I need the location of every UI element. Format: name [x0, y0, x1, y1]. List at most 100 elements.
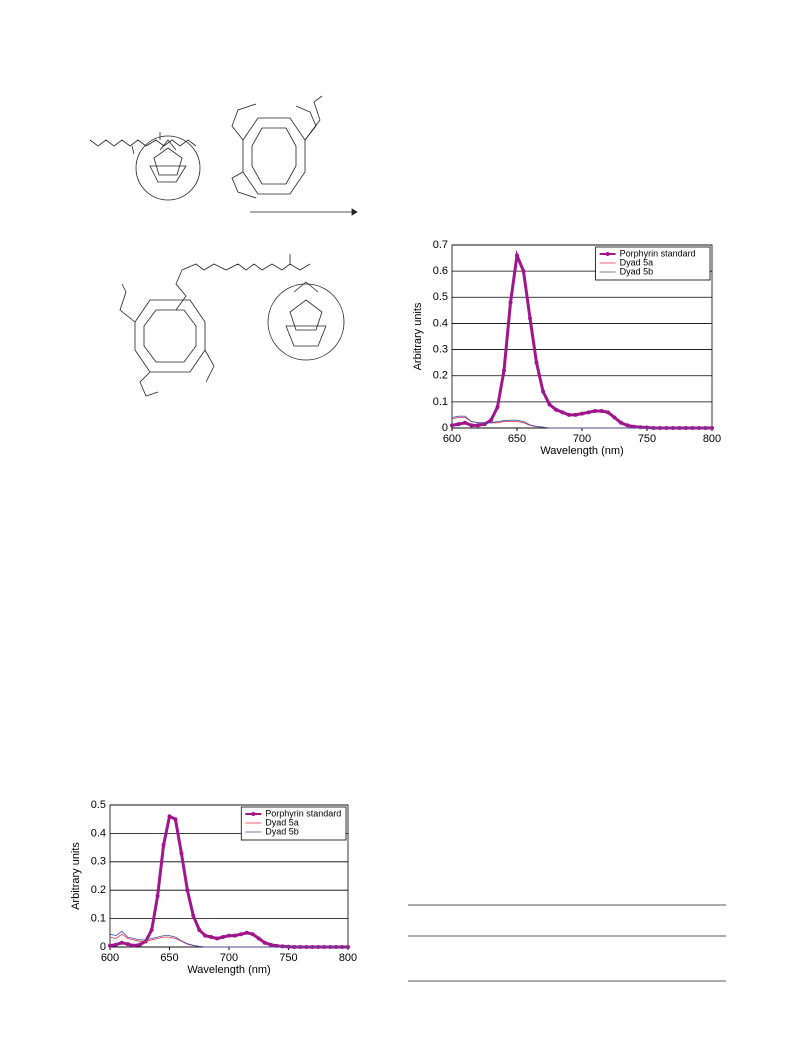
data-point [645, 425, 649, 430]
x-tick-label: 700 [573, 433, 591, 445]
y-tick-label: 0.3 [91, 856, 106, 868]
y-tick-label: 0.3 [433, 343, 448, 355]
series-line [109, 930, 348, 948]
x-tick-label: 800 [339, 952, 357, 964]
y-tick-label: 0.2 [433, 370, 448, 382]
series-line [451, 415, 712, 429]
y-tick-label: 0.6 [433, 265, 448, 277]
legend-label: Dyad 5b [620, 266, 654, 276]
data-point [131, 943, 136, 948]
x-axis-label: Wavelength (nm) [540, 445, 623, 457]
data-point [215, 936, 220, 941]
data-point [191, 913, 196, 918]
data-point [554, 407, 558, 412]
legend-marker [605, 252, 610, 256]
legend-label: Dyad 5a [620, 257, 654, 267]
data-point [541, 389, 545, 394]
x-tick-label: 600 [443, 433, 461, 445]
data-point [256, 936, 261, 941]
data-point [476, 423, 480, 428]
legend-label: Porphyrin standard [265, 808, 341, 818]
data-point [580, 411, 584, 416]
data-point [593, 409, 597, 414]
legend-label: Dyad 5b [265, 826, 299, 836]
y-tick-label: 0.4 [433, 317, 448, 329]
x-axis-label: Wavelength (nm) [187, 964, 270, 976]
legend-marker [251, 812, 256, 816]
data-point [567, 412, 571, 417]
data-point [119, 940, 124, 945]
data-point [221, 935, 226, 940]
x-tick-label: 600 [101, 952, 119, 964]
data-point [250, 932, 255, 937]
data-point [528, 316, 532, 321]
data-point [521, 269, 526, 274]
data-point [612, 415, 617, 420]
data-point [619, 420, 623, 425]
data-point [495, 405, 500, 410]
data-point [463, 420, 467, 425]
y-tick-label: 0.4 [91, 827, 106, 839]
legend-box [240, 806, 347, 841]
data-point [108, 943, 112, 948]
data-point [232, 933, 237, 938]
data-point [508, 300, 513, 305]
data-point [625, 423, 630, 428]
y-tick-label: 0 [100, 941, 106, 953]
data-point [209, 935, 214, 940]
data-point [185, 888, 190, 893]
data-point [113, 942, 118, 947]
data-point [515, 253, 519, 258]
y-axis-label: Arbitrary units [412, 302, 424, 370]
data-point [167, 814, 172, 819]
legend-label: Dyad 5a [265, 817, 299, 827]
x-tick-label: 750 [279, 952, 297, 964]
data-point [456, 422, 461, 427]
data-point [179, 851, 184, 856]
data-point [606, 410, 610, 415]
legend-label: Porphyrin standard [620, 248, 696, 258]
data-point [280, 944, 285, 949]
data-point [638, 425, 643, 430]
data-point [227, 933, 231, 938]
x-tick-label: 650 [160, 952, 178, 964]
y-tick-label: 0.2 [91, 884, 106, 896]
x-tick-label: 700 [220, 952, 238, 964]
data-point [155, 893, 160, 898]
data-point [450, 423, 454, 428]
molecule-structure [89, 95, 358, 397]
data-point [268, 942, 273, 947]
data-point [547, 402, 552, 407]
chart: 0 0.1 0.2 0.3 0.4 0.5 600 650 700 750 800 Wavelengt… [70, 799, 357, 976]
data-point [502, 368, 506, 373]
x-tick-label: 800 [703, 433, 721, 445]
data-point [262, 940, 267, 945]
data-point [534, 360, 539, 365]
data-point [573, 412, 578, 417]
y-tick-label: 0.5 [91, 799, 106, 811]
data-point [489, 418, 493, 423]
x-tick-label: 650 [508, 433, 526, 445]
y-tick-label: 0.7 [433, 239, 448, 251]
chart: 0 0.1 0.2 0.3 0.4 0.5 0.6 0.7 600 650 700 750 800 Wav… [412, 239, 721, 457]
data-point [244, 930, 249, 935]
data-point [149, 927, 154, 932]
data-point [197, 927, 202, 932]
y-tick-label: 0.1 [433, 396, 448, 408]
y-tick-label: 0.5 [433, 291, 448, 303]
data-point [203, 933, 208, 938]
data-point [586, 410, 591, 415]
data-point [469, 423, 474, 428]
data-point [599, 409, 604, 414]
data-point [137, 942, 142, 947]
data-point [238, 932, 243, 937]
y-axis-label: Arbitrary units [70, 842, 82, 910]
data-point [173, 817, 178, 822]
data-point [560, 410, 565, 415]
x-tick-label: 750 [638, 433, 656, 445]
y-tick-label: 0 [442, 422, 448, 434]
y-tick-label: 0.1 [91, 913, 106, 925]
data-point [161, 842, 166, 847]
